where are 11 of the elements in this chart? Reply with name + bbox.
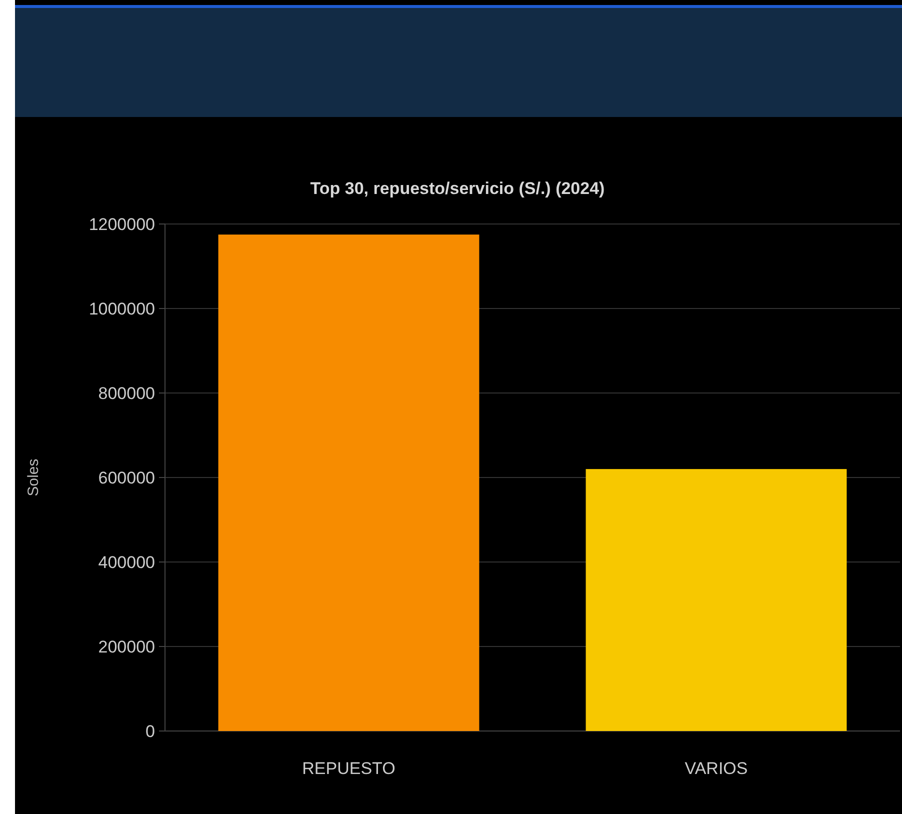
x-tick-label: VARIOS <box>684 759 748 778</box>
y-tick-label: 800000 <box>98 384 155 403</box>
chart-title: Top 30, repuesto/servicio (S/.) (2024) <box>310 179 605 198</box>
y-tick-label: 400000 <box>98 552 155 572</box>
y-tick-label: 600000 <box>98 468 155 488</box>
y-tick-label: 0 <box>146 722 155 741</box>
y-tick-label: 1000000 <box>88 299 155 318</box>
y-tick-label: 200000 <box>98 637 155 656</box>
y-axis-title: Soles <box>25 458 42 496</box>
y-tick-label: 1200000 <box>88 214 155 234</box>
x-tick-label: REPUESTO <box>302 759 396 778</box>
